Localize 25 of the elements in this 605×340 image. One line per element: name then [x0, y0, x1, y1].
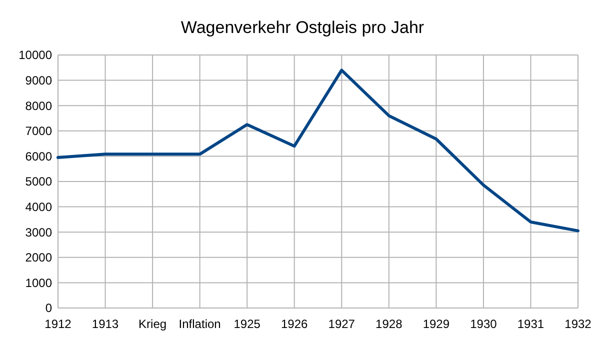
line-series	[56, 68, 580, 232]
y-tick-label: 10000	[18, 48, 52, 62]
x-tick-label: 1913	[92, 317, 119, 331]
y-tick-label: 1000	[25, 276, 52, 290]
x-tick-label: 1932	[564, 317, 592, 331]
x-tick-label: 1925	[234, 317, 261, 331]
x-tick-label: 1930	[470, 317, 498, 331]
y-tick-label: 5000	[25, 174, 52, 189]
y-tick-label: 3000	[25, 225, 52, 240]
y-tick-label: 0	[45, 301, 52, 316]
y-tick-label: 9000	[25, 74, 52, 88]
x-tick-label: 1926	[281, 317, 308, 331]
y-tick-label: 8000	[25, 98, 52, 113]
y-tick-label: 7000	[25, 124, 52, 138]
x-tick-label: 1912	[44, 317, 72, 331]
x-tick-label: Krieg	[138, 317, 167, 331]
x-tick-label: Inflation	[178, 317, 221, 331]
chart-title: Wagenverkehr Ostgleis pro Jahr	[180, 18, 424, 37]
x-tick-label: 1929	[422, 317, 450, 331]
y-tick-label: 2000	[25, 250, 52, 265]
x-tick-label: 1928	[376, 317, 403, 331]
x-tick-label: 1927	[328, 317, 356, 331]
y-tick-label: 4000	[25, 200, 52, 214]
x-tick-label: 1931	[517, 317, 544, 331]
y-tick-label: 6000	[25, 149, 52, 164]
